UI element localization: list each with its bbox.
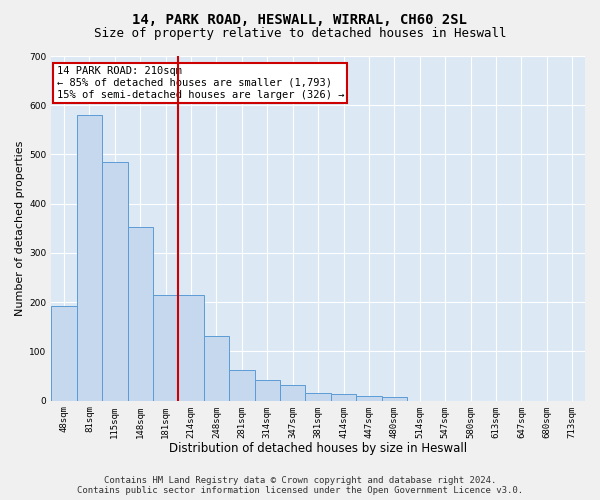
Bar [51, 306, 77, 400]
X-axis label: Distribution of detached houses by size in Heswall: Distribution of detached houses by size … [169, 442, 467, 455]
Bar [305, 394, 331, 400]
Bar [229, 370, 254, 400]
Bar [204, 336, 229, 400]
Bar [102, 162, 128, 400]
Bar [178, 295, 204, 401]
Text: 14, PARK ROAD, HESWALL, WIRRAL, CH60 2SL: 14, PARK ROAD, HESWALL, WIRRAL, CH60 2SL [133, 12, 467, 26]
Text: Size of property relative to detached houses in Heswall: Size of property relative to detached ho… [94, 28, 506, 40]
Bar [153, 295, 178, 401]
Y-axis label: Number of detached properties: Number of detached properties [15, 140, 25, 316]
Bar [382, 398, 407, 400]
Bar [77, 115, 102, 401]
Bar [280, 385, 305, 400]
Bar [356, 396, 382, 400]
Bar [128, 228, 153, 400]
Bar [331, 394, 356, 400]
Bar [254, 380, 280, 400]
Text: Contains HM Land Registry data © Crown copyright and database right 2024.
Contai: Contains HM Land Registry data © Crown c… [77, 476, 523, 495]
Text: 14 PARK ROAD: 210sqm
← 85% of detached houses are smaller (1,793)
15% of semi-de: 14 PARK ROAD: 210sqm ← 85% of detached h… [56, 66, 344, 100]
